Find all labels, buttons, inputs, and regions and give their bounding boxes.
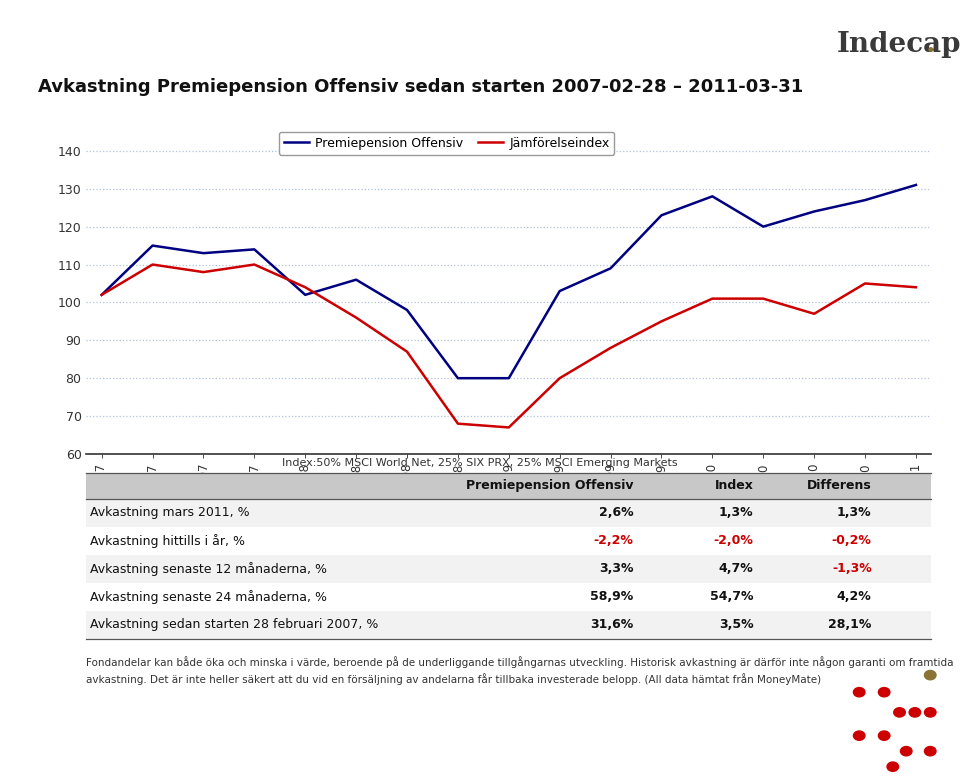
Jämförelseindex xyxy=(757,294,769,303)
Text: -2,0%: -2,0% xyxy=(713,535,754,547)
Text: 1,3%: 1,3% xyxy=(719,507,754,519)
Text: Fondandelar kan både öka och minska i värde, beroende på de underliggande tillgå: Fondandelar kan både öka och minska i vä… xyxy=(86,656,954,667)
Jämförelseindex xyxy=(707,294,718,303)
Text: 4,2%: 4,2% xyxy=(837,591,872,603)
Jämförelseindex xyxy=(249,260,260,269)
Text: 3,5%: 3,5% xyxy=(719,618,754,631)
Text: 28,1%: 28,1% xyxy=(828,618,872,631)
Premiepension Offensiv xyxy=(859,196,871,205)
Premiepension Offensiv xyxy=(401,305,413,314)
Text: Avkastning senaste 12 månaderna, %: Avkastning senaste 12 månaderna, % xyxy=(90,562,327,576)
Text: Avkastning senaste 24 månaderna, %: Avkastning senaste 24 månaderna, % xyxy=(90,590,327,604)
Text: 3,3%: 3,3% xyxy=(599,563,634,575)
Premiepension Offensiv xyxy=(757,222,769,231)
Text: -2,2%: -2,2% xyxy=(593,535,634,547)
Jämförelseindex xyxy=(656,317,667,326)
Premiepension Offensiv xyxy=(808,207,820,217)
Jämförelseindex xyxy=(96,290,108,300)
Premiepension Offensiv xyxy=(605,264,616,273)
Jämförelseindex xyxy=(147,260,158,269)
Text: 31,6%: 31,6% xyxy=(590,618,634,631)
Jämförelseindex xyxy=(859,279,871,288)
Premiepension Offensiv xyxy=(350,275,362,284)
Text: .: . xyxy=(925,31,935,58)
Premiepension Offensiv xyxy=(554,286,565,296)
Jämförelseindex xyxy=(910,282,922,292)
Text: -0,2%: -0,2% xyxy=(831,535,872,547)
Text: avkastning. Det är inte heller säkert att du vid en försäljning av andelarna får: avkastning. Det är inte heller säkert at… xyxy=(86,673,822,684)
Text: 58,9%: 58,9% xyxy=(590,591,634,603)
Line: Jämförelseindex: Jämförelseindex xyxy=(102,265,916,428)
Premiepension Offensiv xyxy=(910,180,922,189)
Premiepension Offensiv xyxy=(656,210,667,220)
Jämförelseindex xyxy=(554,373,565,383)
Text: Avkastning mars 2011, %: Avkastning mars 2011, % xyxy=(90,507,250,519)
Jämförelseindex xyxy=(401,347,413,356)
Jämförelseindex xyxy=(350,313,362,322)
Jämförelseindex xyxy=(503,423,515,432)
Text: 1,3%: 1,3% xyxy=(837,507,872,519)
Premiepension Offensiv xyxy=(300,290,311,300)
Jämförelseindex xyxy=(605,343,616,352)
Premiepension Offensiv xyxy=(147,241,158,250)
Text: 54,7%: 54,7% xyxy=(710,591,754,603)
Text: Avkastning sedan starten 28 februari 2007, %: Avkastning sedan starten 28 februari 200… xyxy=(90,618,378,631)
Jämförelseindex xyxy=(198,268,209,277)
Text: Premiepension Offensiv: Premiepension Offensiv xyxy=(467,479,634,492)
Text: Differens: Differens xyxy=(807,479,872,492)
Premiepension Offensiv xyxy=(249,244,260,254)
Premiepension Offensiv xyxy=(96,290,108,300)
Text: Avkastning hittills i år, %: Avkastning hittills i år, % xyxy=(90,534,245,548)
Text: 4,7%: 4,7% xyxy=(719,563,754,575)
Premiepension Offensiv xyxy=(198,248,209,258)
Text: Index:50% MSCI World Net, 25% SIX PRX, 25% MSCI Emerging Markets: Index:50% MSCI World Net, 25% SIX PRX, 2… xyxy=(282,458,678,468)
Jämförelseindex xyxy=(300,282,311,292)
Premiepension Offensiv xyxy=(707,192,718,201)
Line: Premiepension Offensiv: Premiepension Offensiv xyxy=(102,185,916,378)
Premiepension Offensiv xyxy=(452,373,464,383)
Text: Index: Index xyxy=(715,479,754,492)
Jämförelseindex xyxy=(808,309,820,318)
Text: Indecap: Indecap xyxy=(837,31,960,58)
Legend: Premiepension Offensiv, Jämförelseindex: Premiepension Offensiv, Jämförelseindex xyxy=(278,132,614,154)
Text: Avkastning Premiepension Offensiv sedan starten 2007-02-28 – 2011-03-31: Avkastning Premiepension Offensiv sedan … xyxy=(38,78,804,95)
Text: -1,3%: -1,3% xyxy=(832,563,872,575)
Text: 2,6%: 2,6% xyxy=(599,507,634,519)
Premiepension Offensiv xyxy=(503,373,515,383)
Jämförelseindex xyxy=(452,419,464,428)
